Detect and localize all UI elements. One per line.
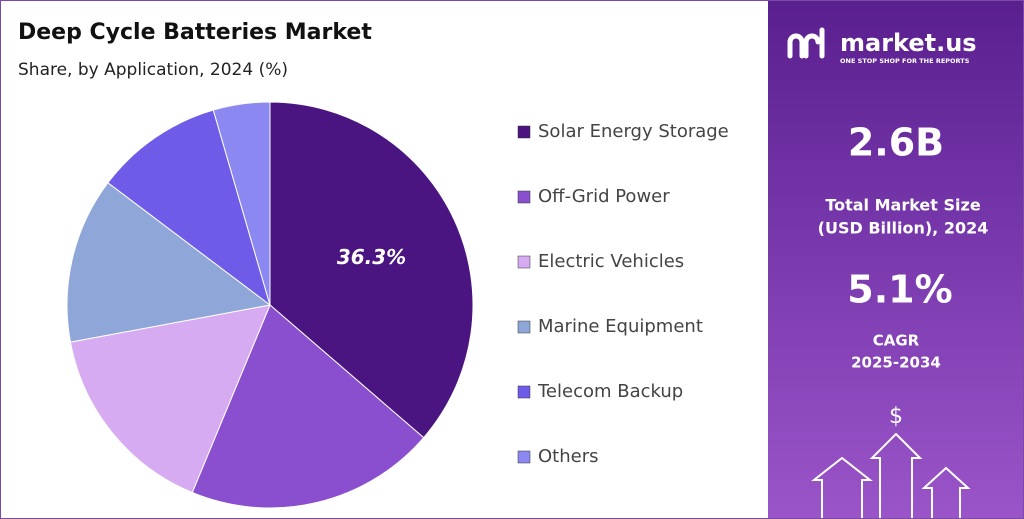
market-size: 2.6B xyxy=(848,121,944,165)
brand: market.us xyxy=(840,29,977,57)
arrows-icon xyxy=(811,432,971,518)
logo xyxy=(787,27,825,59)
legend-label: Marine Equipment xyxy=(538,316,703,337)
legend-swatch xyxy=(517,125,531,139)
pie-slice xyxy=(212,101,271,306)
pie-slice xyxy=(69,304,271,494)
dollar-icon: $ xyxy=(889,404,903,429)
chart-subtitle: Share, by Application, 2024 (%) xyxy=(18,60,288,80)
pie-slice xyxy=(269,101,474,439)
pie-slice xyxy=(107,109,271,307)
cagr-label: 2025-2034 xyxy=(851,354,941,372)
legend-swatch xyxy=(517,190,531,204)
cagr-label: CAGR xyxy=(873,332,920,350)
tagline: ONE STOP SHOP FOR THE REPORTS xyxy=(840,57,970,65)
chart-title: Deep Cycle Batteries Market xyxy=(18,20,372,45)
legend-label: Others xyxy=(538,446,599,467)
legend-label: Solar Energy Storage xyxy=(538,121,729,142)
market-size-label: (USD Billion), 2024 xyxy=(818,219,989,238)
pie-slice xyxy=(66,182,272,343)
legend-label: Telecom Backup xyxy=(537,381,683,402)
sidebar xyxy=(768,1,1023,518)
cagr: 5.1% xyxy=(847,268,952,312)
legend-swatch xyxy=(517,450,531,464)
legend-label: Electric Vehicles xyxy=(538,251,684,272)
legend-label: Off-Grid Power xyxy=(538,186,670,207)
legend-swatch xyxy=(517,255,531,269)
pie-slice xyxy=(191,304,425,509)
legend-swatch xyxy=(517,320,531,334)
legend-swatch xyxy=(517,385,531,399)
market-size-label: Total Market Size xyxy=(825,196,980,215)
data-label: 36.3% xyxy=(337,245,406,269)
